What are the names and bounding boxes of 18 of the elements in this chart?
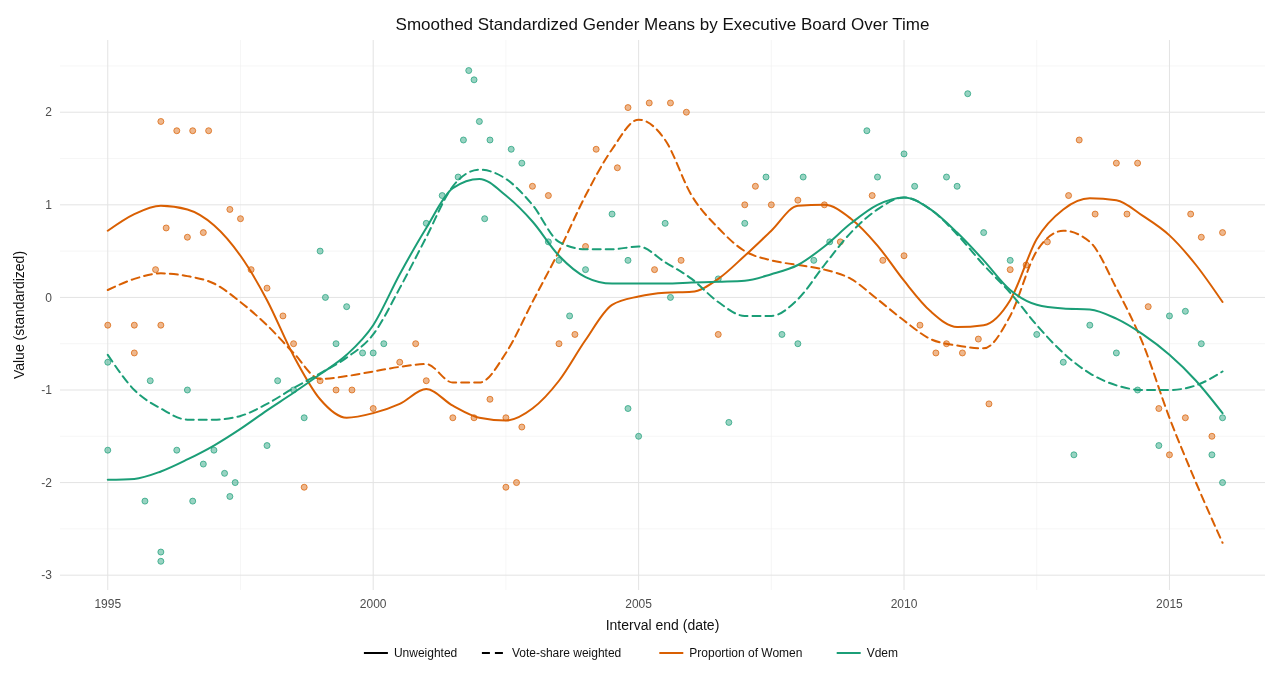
legend-label: Proportion of Women [689, 646, 803, 660]
legend-label: Vdem [866, 646, 899, 660]
y-tick-label: 2 [45, 105, 53, 120]
x-axis-title: Interval end (date) [605, 617, 720, 633]
y-tick-label: 0 [45, 290, 53, 305]
y-axis-title: Value (standardized) [11, 250, 27, 380]
y-tick-label: 1 [45, 198, 53, 213]
y-tick-label: -1 [41, 383, 53, 398]
chart-title: Smoothed Standardized Gender Means by Executive Board Over Time [395, 15, 930, 34]
x-tick-label: 1995 [94, 597, 122, 611]
x-tick-label: 2000 [359, 597, 387, 611]
x-tick-label: 2015 [1156, 597, 1184, 611]
y-tick-label: -3 [41, 568, 53, 583]
text: Vote-share weighted [511, 646, 622, 660]
x-tick-label: 2010 [890, 597, 918, 611]
text: Unweighted [393, 646, 458, 660]
x-tick-label: 2005 [625, 597, 653, 611]
y-tick-label: -2 [41, 475, 53, 490]
